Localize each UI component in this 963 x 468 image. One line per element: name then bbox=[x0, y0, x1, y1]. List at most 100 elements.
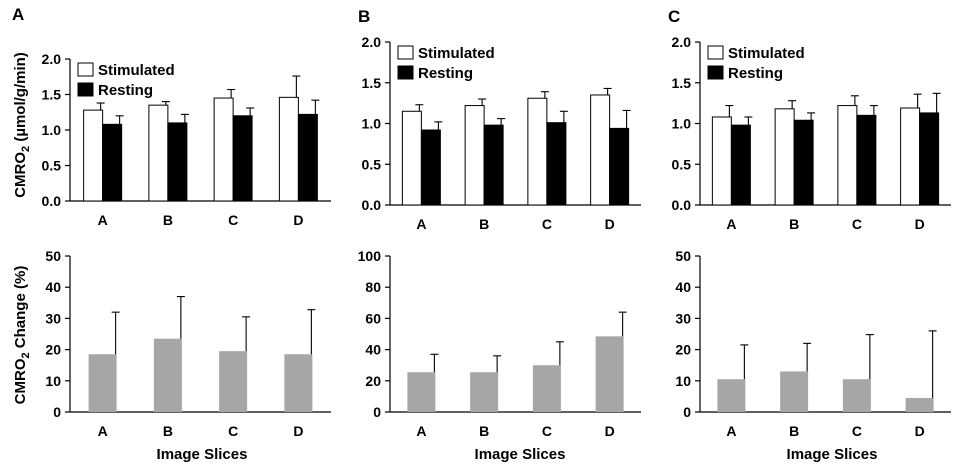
legend-label-stimulated: Stimulated bbox=[728, 45, 805, 62]
x-tick-label: C bbox=[852, 216, 862, 232]
x-tick-label: A bbox=[416, 216, 426, 232]
x-tick-label: D bbox=[293, 212, 303, 228]
y-tick-label: 0.5 bbox=[42, 158, 62, 174]
y-tick-label: 2.0 bbox=[42, 51, 62, 67]
bar-resting-d bbox=[919, 112, 940, 206]
bar-resting-a bbox=[730, 124, 751, 206]
bottom-ylabel: CMRO2 Change (%) bbox=[12, 266, 32, 405]
legend-swatch-stimulated bbox=[707, 45, 724, 60]
y-tick-label: 0.0 bbox=[362, 197, 382, 213]
bar-cmro2-change-a bbox=[88, 354, 117, 412]
bar-stimulated-d bbox=[900, 107, 921, 206]
bar-stimulated-a bbox=[83, 109, 104, 202]
bar-stimulated-d bbox=[590, 94, 611, 206]
bar-resting-c bbox=[856, 114, 877, 206]
bar-resting-b bbox=[483, 124, 504, 206]
y-tick-label: 30 bbox=[675, 310, 691, 326]
bar-resting-b bbox=[793, 119, 814, 206]
x-tick-label: C bbox=[228, 212, 238, 228]
x-tick-label: D bbox=[605, 216, 615, 232]
x-tick-label: D bbox=[915, 216, 925, 232]
y-tick-label: 40 bbox=[365, 342, 381, 358]
bar-cmro2-change-c bbox=[219, 351, 248, 412]
bar-resting-d bbox=[297, 113, 318, 202]
bar-stimulated-c bbox=[837, 105, 858, 206]
x-tick-label: C bbox=[542, 216, 552, 232]
y-tick-label: 1.0 bbox=[672, 116, 692, 132]
x-tick-label: D bbox=[605, 423, 615, 439]
bar-resting-c bbox=[546, 122, 567, 206]
legend-label-resting: Resting bbox=[728, 65, 783, 82]
y-tick-label: 10 bbox=[45, 373, 61, 389]
y-tick-label: 40 bbox=[45, 279, 61, 295]
y-tick-label: 40 bbox=[675, 279, 691, 295]
y-tick-label: 20 bbox=[45, 342, 61, 358]
y-tick-label: 50 bbox=[45, 248, 61, 264]
y-tick-label: 1.0 bbox=[362, 116, 382, 132]
xlabel-b: Image Slices bbox=[475, 446, 566, 463]
x-tick-label: B bbox=[789, 423, 799, 439]
bar-cmro2-change-b bbox=[470, 372, 499, 412]
x-tick-label: D bbox=[915, 423, 925, 439]
x-tick-label: B bbox=[479, 216, 489, 232]
chart-top-b: 0.0 0.5 1.0 1.5 2.0 A B C D Stimulated Resting bbox=[362, 34, 641, 232]
bar-stimulated-c bbox=[527, 97, 548, 206]
x-tick-label: A bbox=[416, 423, 426, 439]
bar-stimulated-b bbox=[464, 105, 485, 206]
bar-resting-b bbox=[167, 122, 188, 202]
x-tick-label: A bbox=[726, 216, 736, 232]
xlabel-a: Image Slices bbox=[157, 446, 248, 463]
bar-stimulated-c bbox=[213, 97, 234, 202]
plot-area: 0.0 0.5 1.0 1.5 2.0 A B C D Stimulated Resting 0.0 0… bbox=[42, 34, 951, 439]
bar-cmro2-change-a bbox=[407, 372, 436, 412]
y-tick-label: 1.5 bbox=[362, 75, 382, 91]
legend-label-stimulated: Stimulated bbox=[98, 62, 175, 79]
legend-swatch-resting bbox=[397, 65, 414, 80]
chart-top-c: 0.0 0.5 1.0 1.5 2.0 A B C D Stimulated Resting bbox=[672, 34, 951, 232]
y-tick-label: 0.0 bbox=[42, 193, 62, 209]
chart-bottom-a: 0 10 20 30 40 50 A B C D bbox=[45, 248, 331, 439]
bar-stimulated-b bbox=[774, 108, 795, 206]
panel-label-b: B bbox=[358, 7, 370, 26]
y-tick-label: 1.5 bbox=[672, 75, 692, 91]
panel-label-a: A bbox=[12, 5, 24, 24]
y-tick-label: 100 bbox=[358, 248, 382, 264]
y-tick-label: 60 bbox=[365, 310, 381, 326]
y-tick-label: 10 bbox=[675, 373, 691, 389]
y-tick-label: 0.5 bbox=[362, 156, 382, 172]
y-tick-label: 2.0 bbox=[362, 34, 382, 50]
panel-label-c: C bbox=[668, 7, 680, 26]
y-tick-label: 0.5 bbox=[672, 156, 692, 172]
bar-stimulated-b bbox=[148, 104, 169, 202]
legend-label-resting: Resting bbox=[418, 65, 473, 82]
y-tick-label: 20 bbox=[365, 373, 381, 389]
bar-stimulated-a bbox=[711, 116, 732, 206]
y-tick-label: 30 bbox=[45, 310, 61, 326]
legend-label-resting: Resting bbox=[98, 82, 153, 99]
x-tick-label: A bbox=[98, 423, 108, 439]
bar-cmro2-change-d bbox=[905, 397, 934, 412]
bar-resting-c bbox=[232, 115, 253, 202]
chart-top-a: 0.0 0.5 1.0 1.5 2.0 A B C D Stimulated Resting bbox=[42, 51, 331, 228]
y-tick-label: 20 bbox=[675, 342, 691, 358]
legend-swatch-stimulated bbox=[397, 45, 414, 60]
legend-swatch-resting bbox=[77, 82, 94, 97]
bar-stimulated-d bbox=[278, 96, 299, 202]
y-tick-label: 2.0 bbox=[672, 34, 692, 50]
x-tick-label: C bbox=[228, 423, 238, 439]
bar-cmro2-change-a bbox=[717, 379, 746, 412]
y-tick-label: 50 bbox=[675, 248, 691, 264]
y-tick-label: 0 bbox=[53, 404, 61, 420]
bar-cmro2-change-c bbox=[842, 379, 871, 412]
x-tick-label: D bbox=[293, 423, 303, 439]
x-tick-label: B bbox=[789, 216, 799, 232]
x-tick-label: A bbox=[726, 423, 736, 439]
y-tick-label: 0 bbox=[373, 404, 381, 420]
bar-cmro2-change-b bbox=[153, 338, 182, 412]
x-tick-label: B bbox=[163, 212, 173, 228]
y-tick-label: 0 bbox=[683, 404, 691, 420]
top-ylabel: CMRO2 (µmol/g/min) bbox=[12, 52, 32, 198]
y-tick-label: 1.5 bbox=[42, 87, 62, 103]
xlabel-c: Image Slices bbox=[787, 446, 878, 463]
